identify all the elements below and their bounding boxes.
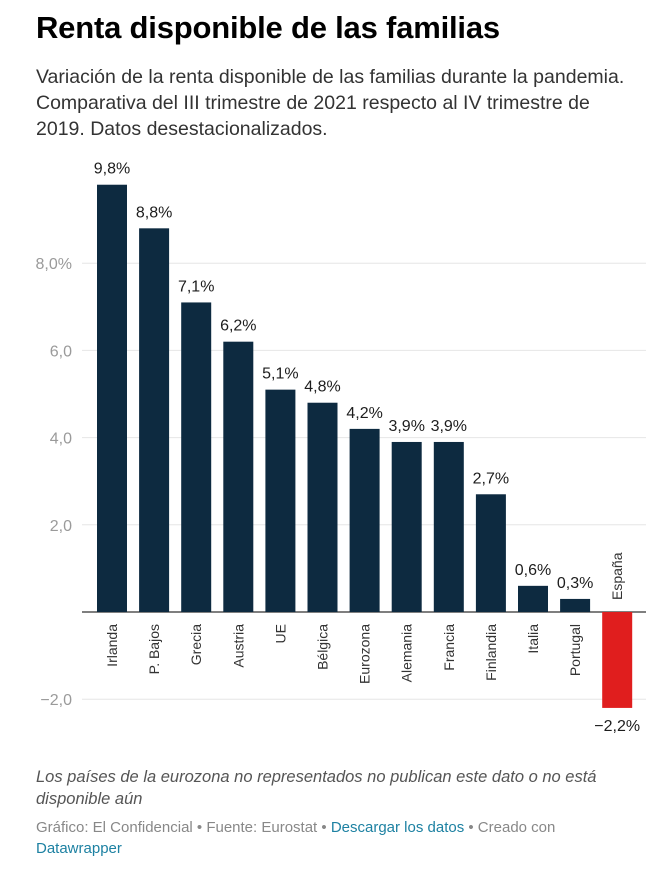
bar-value-label: 2,7% <box>473 470 509 487</box>
bar <box>97 184 127 612</box>
bar <box>181 302 212 612</box>
bar <box>349 428 380 612</box>
y-tick-label: −2,0 <box>40 692 72 709</box>
x-category-label: Portugal <box>567 624 583 676</box>
y-tick-label: 8,0% <box>36 256 72 273</box>
bar-value-label: 4,8% <box>304 379 340 396</box>
bar-value-label: 5,1% <box>262 366 298 383</box>
chart-title: Renta disponible de las familias <box>36 10 500 45</box>
x-category-label: Bélgica <box>315 624 331 670</box>
bar <box>391 441 422 612</box>
x-category-label: Austria <box>230 624 246 668</box>
x-category-label: Italia <box>525 624 541 654</box>
grid-lines: 8,0% 6,0 4,0 2,0 −2,0 <box>36 256 646 709</box>
bar <box>602 612 633 708</box>
bar <box>307 402 338 612</box>
created-with-text: • Creado con <box>464 819 556 836</box>
x-category-label: Irlanda <box>104 624 120 667</box>
x-category-label: P. Bajos <box>146 624 162 674</box>
x-category-label: UE <box>272 624 288 643</box>
bar-value-label: 8,8% <box>136 204 172 221</box>
credit-text: Gráfico: El Confidencial • Fuente: Euros… <box>36 819 331 836</box>
chart-footnote: Los países de la eurozona no representad… <box>36 768 597 808</box>
bar <box>265 389 296 612</box>
y-tick-label: 2,0 <box>50 518 72 535</box>
bar-value-label: 4,2% <box>346 405 382 422</box>
x-category-label: Francia <box>441 624 457 671</box>
x-category-label: Alemania <box>399 624 415 683</box>
bar-value-label: 7,1% <box>178 278 214 295</box>
bar-value-label: 3,9% <box>431 418 467 435</box>
y-tick-label: 6,0 <box>50 343 72 360</box>
bar-value-label: 9,8% <box>94 161 130 178</box>
x-category-label: España <box>609 552 625 600</box>
chart-footer: Gráfico: El Confidencial • Fuente: Euros… <box>36 817 626 859</box>
bar-value-label: 0,6% <box>515 562 551 579</box>
bar <box>223 341 254 612</box>
datawrapper-link[interactable]: Datawrapper <box>36 840 122 857</box>
download-data-link[interactable]: Descargar los datos <box>330 819 465 836</box>
bar-value-label: −2,2% <box>594 718 640 735</box>
bar <box>475 494 506 612</box>
y-tick-label: 4,0 <box>50 431 72 448</box>
bar <box>518 585 548 612</box>
labels: 9,8% Irlanda 8,8% P. Bajos 7,1% Grecia 6,2% Aus… <box>94 161 640 735</box>
x-category-label: Finlandia <box>483 624 499 681</box>
chart-subtitle: Variación de la renta disponible de las … <box>36 66 625 140</box>
bar <box>433 441 464 612</box>
bar <box>560 598 591 612</box>
x-category-label: Eurozona <box>357 624 373 684</box>
bar-value-label: 0,3% <box>557 575 593 592</box>
bars <box>97 184 633 708</box>
x-category-label: Grecia <box>188 624 204 665</box>
bar-chart: 8,0% 6,0 4,0 2,0 −2,0 9,8% Irlanda 8,8% P. Bajo… <box>36 161 646 735</box>
bar <box>139 228 170 612</box>
bar-value-label: 6,2% <box>220 318 256 335</box>
bar-value-label: 3,9% <box>388 418 424 435</box>
